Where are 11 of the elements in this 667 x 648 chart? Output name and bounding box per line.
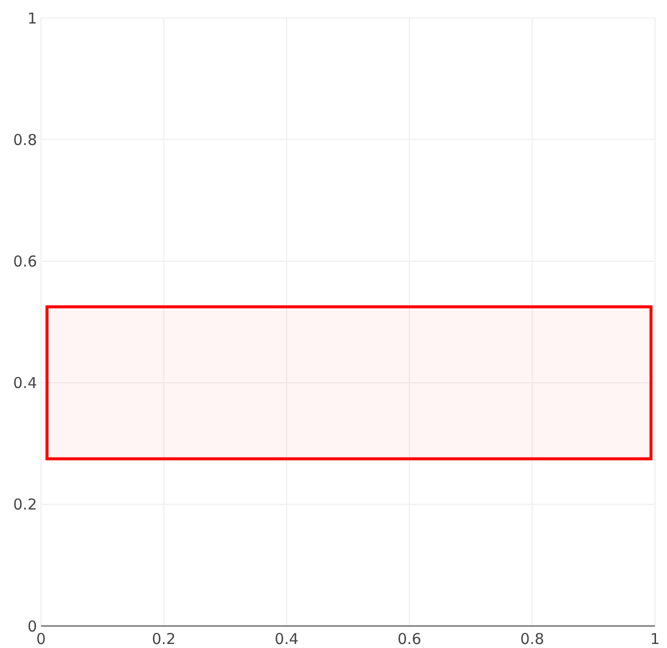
y-tick-label: 0 (27, 617, 37, 636)
x-tick-label: 0.8 (520, 630, 544, 648)
x-tick-label: 0.6 (397, 630, 422, 648)
y-tick-label: 0.6 (13, 252, 37, 270)
x-tick-label: 0.2 (152, 630, 176, 648)
x-tick-label: 0.4 (274, 630, 299, 648)
y-tick-label: 0.8 (13, 130, 37, 149)
x-tick-label: 1 (650, 630, 660, 648)
y-tick-label: 0.2 (13, 496, 37, 514)
y-tick-label: 0.4 (13, 374, 37, 392)
y-tick-label: 1 (27, 9, 37, 28)
